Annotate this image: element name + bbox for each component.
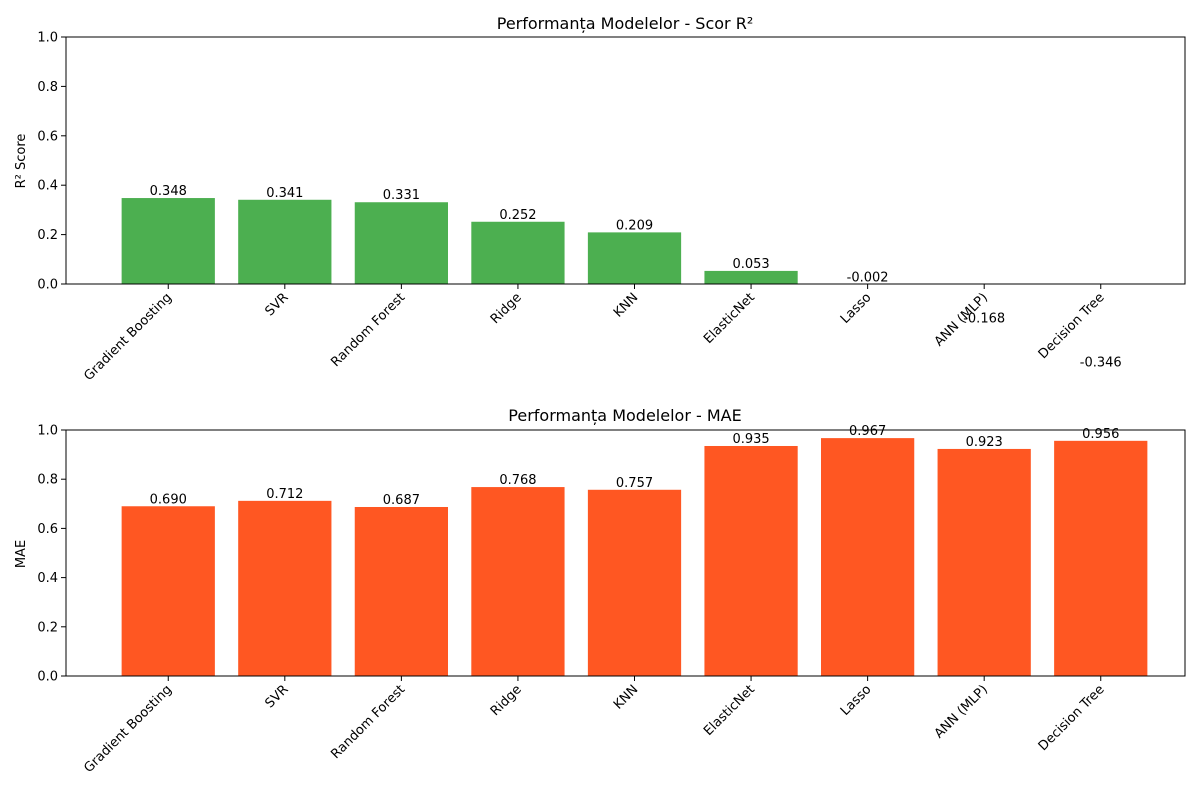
chart-r2-title: Performanța Modelelor - Scor R² [497,14,754,33]
r2-xtick-label: Random Forest [328,290,408,370]
mae-xtick-label: Gradient Boosting [81,682,175,776]
mae-xtick-label: Random Forest [328,682,408,762]
mae-bar [821,438,915,676]
mae-xtick-label: SVR [263,682,292,711]
mae-bar [587,489,682,676]
r2-xtick-label: Lasso [838,290,875,327]
r2-xtick-label: KNN [611,290,641,320]
r2-value-label: -0.002 [847,270,889,285]
mae-value-label: 0.712 [266,487,303,502]
chart-r2-x-axis: Gradient Boosting SVR Random Forest Ridge KN… [81,284,1108,384]
mae-value-label: 0.956 [1082,427,1119,442]
mae-xtick-label: ANN (MLP) [932,682,991,741]
chart-mae-plot-frame [65,429,1186,677]
chart-mae: Performanța Modelelor - MAE MAE 0.690 0.7… [14,406,1186,776]
r2-value-label: 0.252 [499,208,536,223]
mae-bar [354,506,448,676]
r2-value-label: 0.209 [616,218,653,233]
r2-ytick-label: 0.2 [37,228,58,243]
r2-ytick-label: 0.4 [37,179,58,194]
mae-xtick-label: Decision Tree [1036,682,1108,754]
mae-value-label: 0.687 [383,493,420,508]
r2-ytick-label: 0.6 [37,129,58,144]
mae-ytick-label: 0.6 [37,522,58,537]
mae-xtick-label: ElasticNet [701,682,758,739]
r2-xtick-label: ElasticNet [701,290,758,347]
mae-bar [238,500,332,676]
r2-ytick-label: 0.0 [37,278,58,293]
mae-value-label: 0.768 [499,473,536,488]
r2-bar [121,198,215,284]
r2-value-label: 0.331 [383,188,420,203]
chart-mae-ylabel: MAE [14,540,29,568]
r2-value-label: 0.341 [266,186,303,201]
chart-r2-bars [121,198,1148,285]
r2-value-label: -0.346 [1080,355,1122,370]
r2-value-label: 0.053 [732,257,769,272]
r2-ytick-label: 1.0 [37,31,58,46]
r2-xtick-label: Gradient Boosting [81,290,175,384]
chart-mae-bars [121,438,1148,676]
mae-value-label: 0.967 [849,424,886,439]
r2-bar [704,270,798,284]
mae-bar [1054,440,1148,676]
mae-xtick-label: Lasso [838,682,875,719]
r2-xtick-label: Decision Tree [1036,290,1108,362]
mae-bar [937,448,1031,676]
r2-value-label: -0.168 [963,311,1005,326]
chart-r2-plot-frame [65,36,1186,285]
mae-value-label: 0.923 [966,435,1003,450]
mae-bar [704,445,798,676]
r2-xtick-label: Ridge [488,290,525,327]
mae-ytick-label: 0.4 [37,571,58,586]
mae-bar [471,487,565,676]
mae-ytick-label: 1.0 [37,424,58,439]
mae-bar [121,506,215,676]
chart-r2: Performanța Modelelor - Scor R² R² Score… [14,14,1186,384]
chart-r2-ylabel: R² Score [14,134,29,189]
chart-mae-x-axis: Gradient Boosting SVR Random Forest Ridge KN… [81,676,1108,776]
r2-xtick-label: SVR [263,290,292,319]
r2-bar [471,221,565,284]
mae-ytick-label: 0.8 [37,473,58,488]
mae-value-label: 0.690 [150,492,187,507]
chart-mae-y-axis: 0.0 0.2 0.4 0.6 0.8 1.0 [37,424,66,685]
mae-xtick-label: Ridge [488,682,525,719]
chart-mae-value-labels: 0.690 0.712 0.687 0.768 0.757 0.935 0.967 0.923… [150,424,1120,508]
r2-ytick-label: 0.8 [37,80,58,95]
r2-bar [238,199,332,284]
chart-r2-y-axis: 0.0 0.2 0.4 0.6 0.8 1.0 [37,31,66,293]
mae-ytick-label: 0.2 [37,620,58,635]
chart-r2-value-labels: 0.348 0.341 0.331 0.252 0.209 0.053 -0.002 -0.1… [150,184,1122,370]
mae-value-label: 0.935 [732,432,769,447]
r2-value-label: 0.348 [150,184,187,199]
mae-xtick-label: KNN [611,682,641,712]
mae-value-label: 0.757 [616,476,653,491]
mae-ytick-label: 0.0 [37,670,58,685]
r2-bar [587,232,682,284]
chart-mae-title: Performanța Modelelor - MAE [508,406,741,425]
r2-bar [354,202,448,284]
